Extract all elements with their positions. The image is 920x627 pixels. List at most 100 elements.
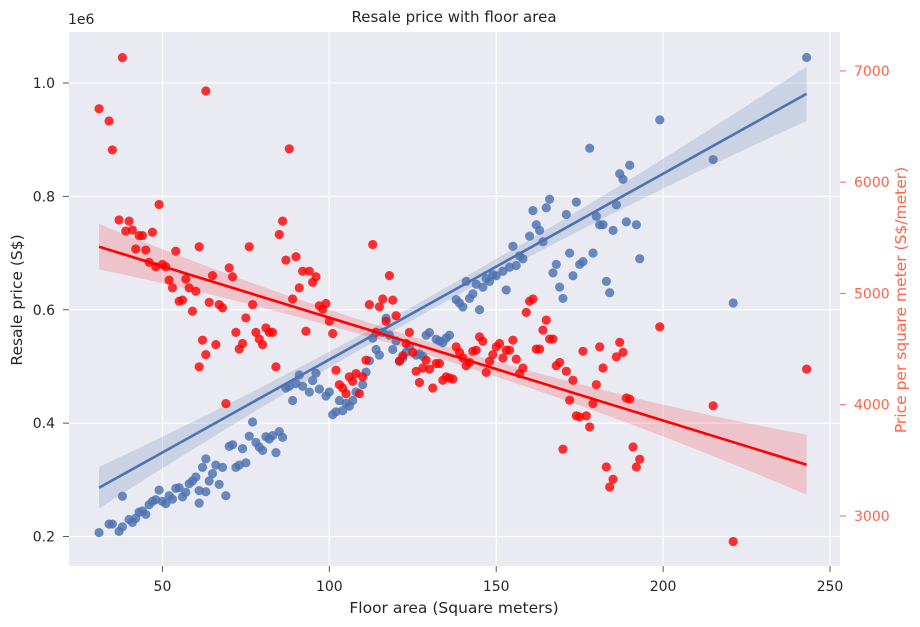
chart-title: Resale price with floor area [351, 8, 556, 26]
y-tick-label: 0.4 [33, 416, 55, 432]
price-point [204, 476, 214, 486]
ppsm-point [588, 398, 598, 409]
price-point [237, 444, 248, 454]
price-point [591, 211, 601, 221]
price-point [161, 499, 171, 509]
ppsm-point [802, 364, 812, 374]
price-point [708, 154, 718, 165]
ppsm-point [488, 350, 498, 360]
ppsm-point [581, 411, 591, 421]
y-offset-label: 1e6 [68, 12, 95, 28]
ppsm-point [368, 239, 378, 250]
y2-tick-label: 4000 [854, 398, 890, 414]
ppsm-point [194, 362, 204, 372]
price-point [288, 395, 298, 406]
ppsm-point [181, 274, 191, 284]
ppsm-point [561, 366, 571, 376]
price-point [174, 483, 184, 493]
price-point [601, 276, 611, 287]
x-axis-label: Floor area (Square meters) [349, 599, 558, 617]
price-point [107, 519, 117, 529]
y-tick-label: 0.8 [33, 189, 55, 205]
ppsm-point [298, 266, 308, 276]
ppsm-point [598, 363, 608, 373]
ppsm-point [201, 350, 211, 360]
ppsm-point [541, 315, 551, 325]
ppsm-point [301, 326, 311, 336]
ppsm-point [595, 342, 605, 352]
price-point [541, 203, 551, 213]
ppsm-point [331, 365, 341, 375]
ppsm-point [141, 245, 151, 255]
ppsm-point [231, 327, 241, 337]
price-point [565, 248, 575, 258]
price-point [631, 220, 642, 230]
ppsm-point [117, 52, 128, 63]
ppsm-point [384, 271, 395, 281]
ppsm-point [361, 355, 371, 365]
price-point [598, 220, 608, 230]
price-point [278, 432, 288, 442]
price-point [117, 522, 128, 532]
ppsm-point [585, 422, 595, 432]
price-regression-line [98, 92, 808, 489]
ppsm-point [271, 362, 281, 372]
price-point [117, 491, 128, 501]
ppsm-point [364, 299, 374, 310]
price-point [585, 143, 595, 153]
price-point [458, 302, 468, 312]
ppsm-point [655, 322, 665, 332]
ppsm-point [244, 242, 254, 252]
confidence-bands [99, 66, 807, 509]
price-point [802, 52, 812, 63]
price-point [474, 305, 485, 315]
ppsm-point [601, 462, 611, 472]
ppsm-point [625, 394, 635, 404]
price-point [374, 350, 385, 360]
price-point [304, 387, 314, 397]
price-point [484, 276, 495, 287]
ppsm-point [164, 275, 174, 285]
data-points [94, 52, 812, 547]
ppsm-point [274, 229, 284, 240]
ppsm-point [568, 375, 578, 385]
ppsm-point [448, 374, 458, 384]
ppsm-point [147, 227, 158, 237]
price-point [621, 217, 631, 227]
ppsm-point [565, 395, 575, 405]
price-point [561, 209, 571, 220]
ppsm-point [294, 283, 304, 293]
price-point [508, 241, 518, 251]
price-point [324, 387, 334, 397]
ppsm-point [708, 401, 718, 411]
price-point [528, 205, 538, 216]
price-point [214, 479, 224, 489]
price-point [308, 376, 318, 386]
ppsm-point [237, 338, 248, 349]
price-point [227, 440, 238, 450]
price-point [241, 458, 251, 468]
price-point [551, 259, 561, 270]
ppsm-point [728, 536, 738, 547]
ppsm-point [288, 294, 298, 304]
ppsm-point [201, 86, 211, 96]
ppsm-point [191, 286, 201, 296]
price-point [478, 282, 488, 292]
price-point [568, 271, 578, 281]
y-tick-label: 0.6 [33, 303, 55, 319]
ppsm-point [378, 294, 388, 304]
price-point [611, 200, 621, 210]
ppsm-point [194, 242, 204, 252]
ppsm-confidence-band [99, 224, 807, 495]
price-point [191, 472, 201, 482]
ppsm-point [555, 357, 565, 368]
ppsm-point [471, 345, 481, 355]
ppsm-point [291, 252, 301, 262]
price-point [267, 431, 278, 441]
ppsm-point [328, 328, 338, 339]
ppsm-point [508, 335, 518, 345]
ppsm-point [311, 272, 321, 282]
ppsm-point [341, 388, 351, 399]
y2-tick-label: 6000 [854, 175, 890, 191]
ppsm-point [398, 351, 408, 361]
